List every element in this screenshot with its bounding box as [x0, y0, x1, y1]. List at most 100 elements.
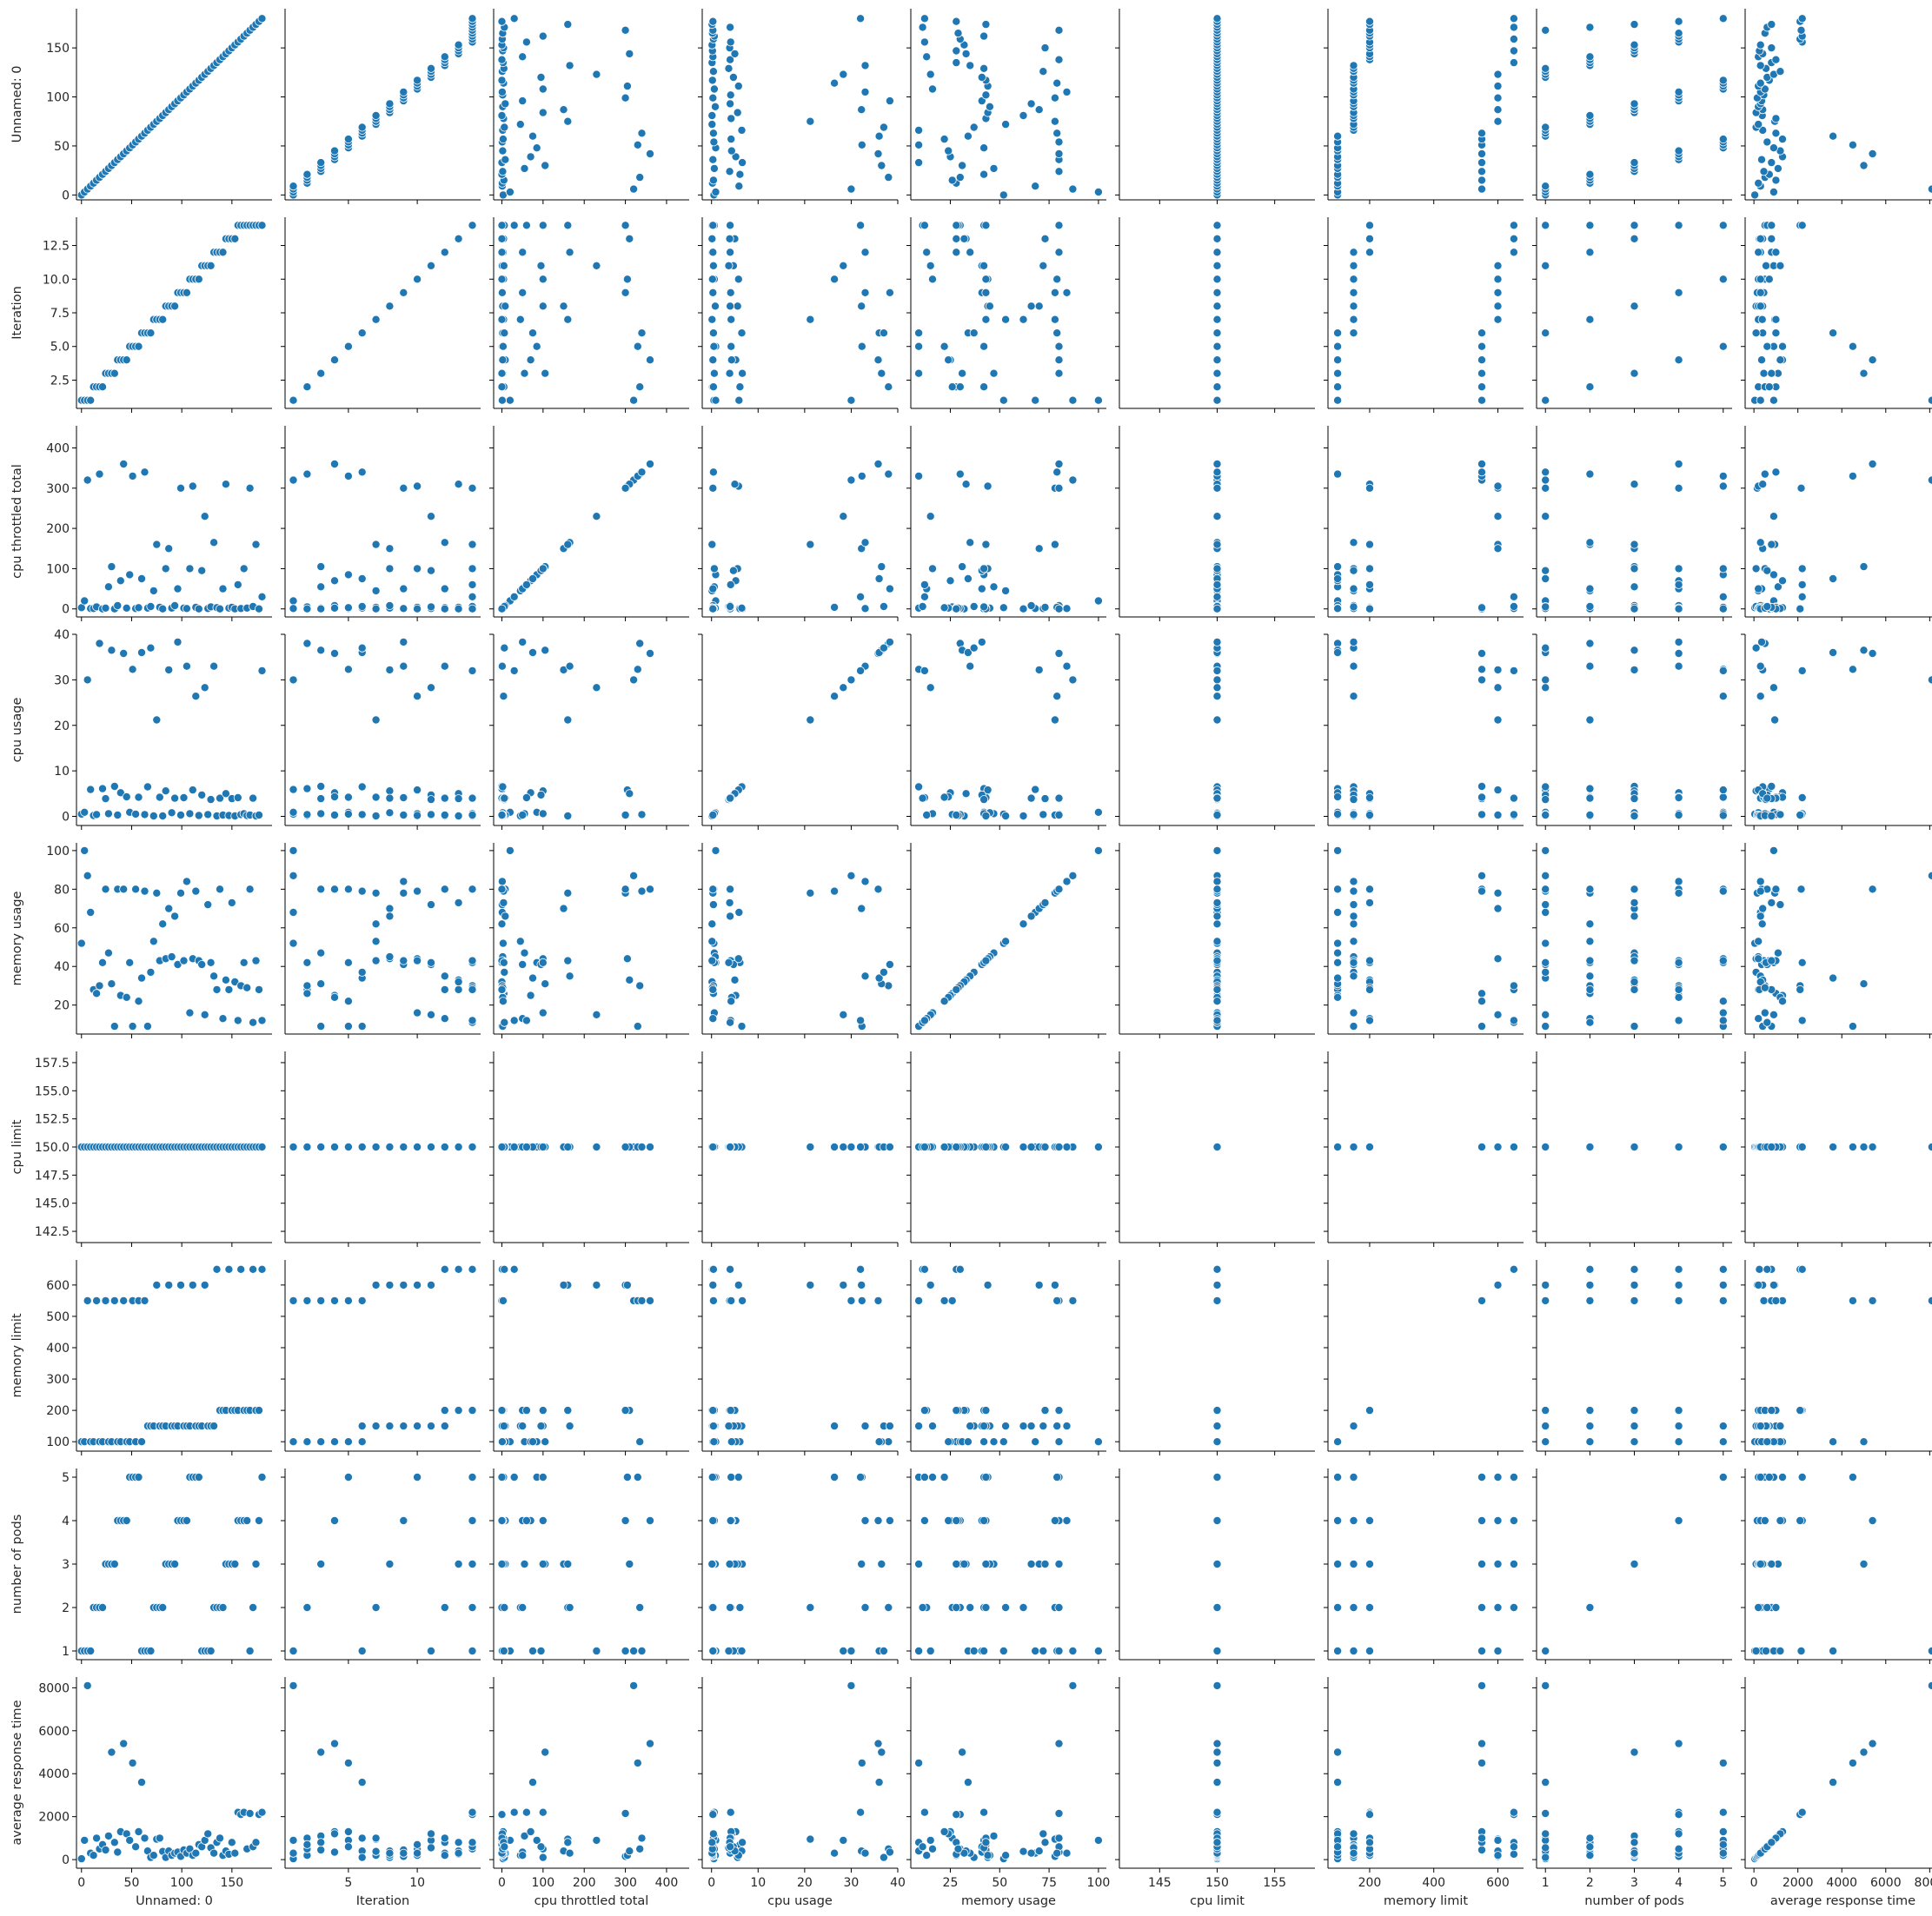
y-tick-label: 147.5 — [35, 1169, 70, 1183]
data-point — [518, 960, 528, 970]
data-point — [191, 692, 201, 701]
data-point — [920, 1264, 929, 1274]
data-point — [726, 1018, 735, 1027]
data-point — [1757, 315, 1767, 324]
data-point — [621, 483, 630, 493]
data-point — [289, 182, 298, 191]
data-point — [1674, 221, 1683, 230]
cell-number-of-pods-vs-cpu-usage — [698, 1468, 899, 1664]
data-point — [357, 1437, 367, 1447]
points — [1333, 1143, 1518, 1152]
data-point — [939, 792, 949, 802]
data-point — [498, 167, 508, 176]
data-point — [316, 1560, 326, 1569]
data-point — [958, 161, 967, 170]
data-point — [146, 967, 156, 977]
data-point — [1333, 341, 1343, 351]
y-tick-label: 157.5 — [35, 1057, 70, 1071]
data-point — [884, 1603, 893, 1613]
data-point — [563, 20, 573, 30]
data-point — [1477, 328, 1487, 338]
data-point — [1333, 395, 1343, 405]
data-point — [1333, 355, 1343, 365]
data-point — [1333, 382, 1343, 392]
points — [707, 845, 894, 1031]
data-point — [1477, 158, 1487, 168]
points — [76, 1143, 267, 1152]
data-point — [1365, 580, 1375, 589]
data-point — [1630, 898, 1639, 907]
data-point — [509, 592, 519, 601]
data-point — [182, 604, 191, 613]
data-point — [1509, 46, 1518, 56]
data-point — [952, 58, 961, 68]
data-point — [592, 1647, 601, 1656]
data-point — [1585, 885, 1595, 894]
data-point — [860, 877, 870, 886]
data-point — [1031, 785, 1040, 794]
data-point — [1040, 1406, 1050, 1415]
data-point — [440, 1603, 449, 1613]
data-point — [1349, 566, 1358, 575]
data-point — [727, 315, 736, 324]
data-point — [385, 1143, 395, 1152]
points — [76, 1264, 267, 1447]
data-point — [728, 566, 738, 575]
data-point — [454, 480, 463, 489]
data-point — [1848, 1296, 1857, 1305]
data-point — [1493, 302, 1503, 311]
data-point — [1026, 912, 1036, 921]
data-point — [1674, 1296, 1683, 1305]
data-point — [95, 981, 104, 991]
data-point — [399, 87, 408, 96]
data-point — [563, 888, 573, 898]
data-point — [113, 811, 123, 820]
data-point — [1630, 1296, 1639, 1305]
data-point — [329, 1437, 339, 1447]
data-point — [371, 792, 381, 802]
data-point — [103, 582, 113, 592]
data-point — [985, 302, 994, 311]
data-point — [454, 812, 463, 821]
data-point — [289, 1437, 298, 1447]
data-point — [343, 570, 353, 580]
data-point — [622, 275, 632, 284]
data-point — [1212, 877, 1222, 886]
y-tick-label: 142.5 — [35, 1225, 70, 1239]
data-point — [1718, 471, 1728, 481]
data-point — [1493, 1280, 1503, 1289]
data-point — [1040, 602, 1050, 612]
data-point — [454, 1406, 463, 1415]
data-point — [727, 355, 736, 365]
data-point — [874, 131, 884, 141]
data-point — [1674, 1422, 1683, 1431]
data-point — [385, 912, 395, 921]
data-point — [983, 1280, 993, 1289]
data-point — [884, 382, 893, 392]
data-point — [1212, 221, 1222, 230]
cell-cpu-limit-vs-cpu-limit — [1115, 1051, 1315, 1247]
data-point — [646, 885, 655, 894]
data-point — [1630, 1022, 1639, 1031]
data-point — [1050, 1280, 1059, 1289]
data-point — [708, 1280, 718, 1289]
data-point — [922, 248, 932, 257]
data-point — [1674, 580, 1683, 589]
data-point — [249, 1603, 258, 1613]
data-point — [1477, 395, 1487, 405]
data-point — [399, 661, 408, 671]
data-point — [1674, 483, 1683, 493]
data-point — [1859, 562, 1869, 572]
data-point — [646, 355, 655, 365]
data-point — [302, 1603, 312, 1613]
data-point — [197, 566, 207, 575]
data-point — [1212, 580, 1222, 589]
data-point — [134, 792, 143, 802]
data-point — [371, 586, 381, 595]
data-point — [1349, 328, 1358, 338]
data-point — [1541, 1296, 1550, 1305]
data-point — [966, 61, 975, 70]
data-point — [500, 967, 509, 977]
data-point — [122, 603, 131, 613]
